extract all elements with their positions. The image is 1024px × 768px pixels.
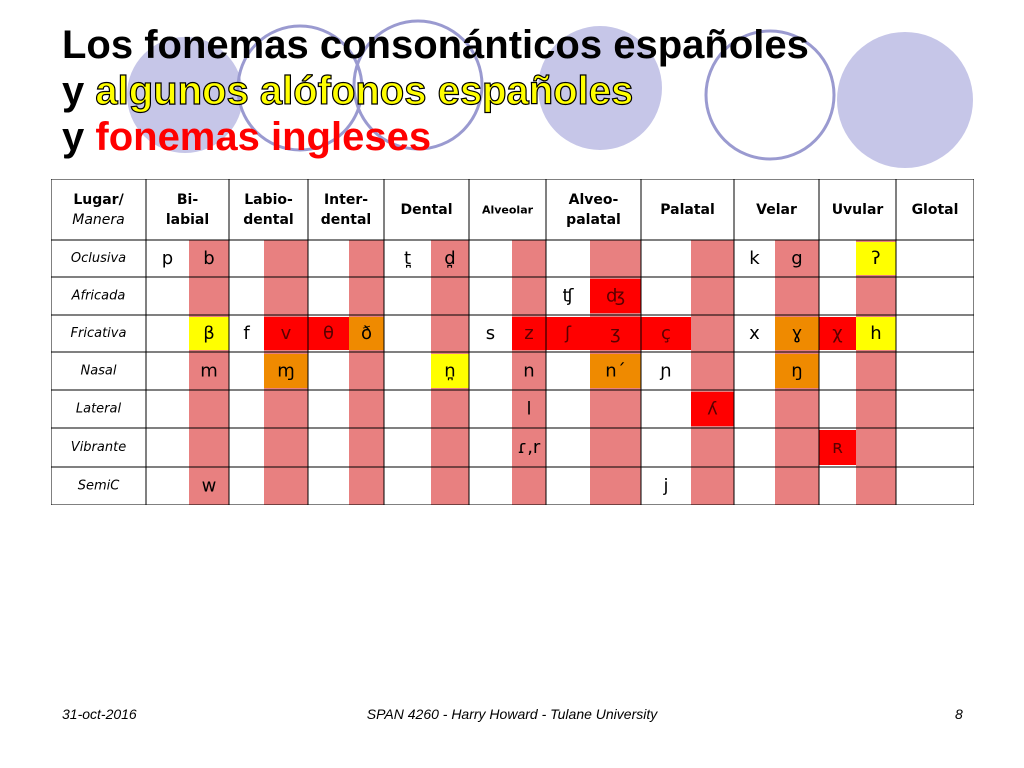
phoneme-0-0: p [162, 248, 173, 269]
cell-bg-2-12 [641, 317, 691, 350]
phoneme-0-6: t̪ [404, 248, 411, 269]
place-header-7-0: Velar [756, 202, 797, 218]
phoneme-2-16: χ [832, 323, 842, 344]
cell-bg-1-11 [590, 279, 641, 313]
cell-bg-2-5 [349, 317, 384, 350]
slide-title: Los fonemas consonánticos españoles y al… [62, 22, 809, 160]
cell-bg-2-10 [546, 317, 590, 350]
cell-bg-2-16 [819, 317, 856, 350]
phoneme-0-7: d̪ [444, 248, 455, 269]
phoneme-5-16: ʀ [832, 437, 843, 458]
corner-label-0: Lugar/ [73, 192, 124, 208]
cell-bg-2-3 [264, 317, 308, 350]
title-line-1: Los fonemas consonánticos españoles [62, 23, 809, 67]
manner-label-6: SemiC [78, 479, 121, 494]
consonant-table: p b t̪ d̪ k g ʔ ʧ ʤ β f v θ ð s z ʃ ʒ ç x ɣ χ h m ɱ n̪ n n´ ɲ ŋ l ʎ ɾ,r ʀ… [51, 179, 974, 505]
phoneme-0-14: k [749, 248, 760, 269]
phoneme-0-17: ʔ [871, 248, 880, 269]
table-gridlines [51, 179, 974, 505]
phoneme-2-14: x [749, 323, 760, 344]
cell-bg-2-15 [775, 317, 819, 350]
phoneme-2-4: θ [323, 323, 334, 344]
place-header-5-0: Alveo- [569, 192, 619, 208]
manner-label-5: Vibrante [71, 440, 126, 455]
phoneme-3-7: n̪ [444, 361, 455, 382]
phoneme-3-9: n [523, 361, 534, 382]
cell-bg-2-9 [512, 317, 546, 350]
phoneme-4-9: l [526, 399, 531, 420]
title-line-3: y fonemas ingleses [62, 114, 809, 160]
manner-label-1: Africada [71, 289, 126, 304]
phoneme-1-11: ʤ [606, 286, 625, 307]
place-header-9-0: Glotal [912, 202, 959, 218]
place-header-0-1: labial [166, 212, 209, 228]
phoneme-4-13: ʎ [707, 399, 718, 420]
manner-label-2: Fricativa [71, 326, 127, 341]
pink-column-0 [189, 240, 229, 505]
cell-bg-3-15 [775, 354, 819, 388]
place-header-0-0: Bi- [177, 192, 198, 208]
cell-bg-0-17 [856, 242, 896, 275]
phoneme-3-12: ɲ [659, 361, 672, 382]
phoneme-2-5: ð [361, 323, 372, 344]
cell-bg-2-1 [189, 317, 229, 350]
footer-date: 31-oct-2016 [62, 706, 137, 722]
phoneme-0-15: g [791, 248, 802, 269]
manner-label-3: Nasal [80, 364, 116, 379]
place-header-2-0: Inter- [324, 192, 368, 208]
title-red: fonemas ingleses [95, 115, 432, 159]
place-header-2-1: dental [321, 212, 371, 228]
phoneme-2-11: ʒ [610, 323, 620, 344]
pink-column-6 [691, 240, 734, 505]
pink-column-4 [512, 240, 546, 505]
phoneme-3-1: m [200, 361, 218, 382]
phoneme-0-1: b [203, 248, 214, 269]
corner-label-1: Manera [72, 212, 124, 228]
pink-column-8 [856, 240, 896, 505]
title-line-2-prefix: y [62, 69, 85, 113]
cell-bg-3-3 [264, 354, 308, 388]
phoneme-2-17: h [870, 323, 881, 344]
place-header-6-0: Palatal [660, 202, 715, 218]
manner-label-4: Lateral [76, 402, 122, 417]
phoneme-1-10: ʧ [563, 286, 575, 307]
phoneme-2-3: v [281, 323, 292, 344]
title-line-3-prefix: y [62, 115, 85, 159]
phoneme-3-3: ɱ [277, 361, 295, 382]
phoneme-2-8: s [486, 323, 495, 344]
place-header-5-1: palatal [566, 212, 621, 228]
phoneme-3-15: ŋ [791, 361, 802, 382]
place-header-4-0: Alveolar [482, 204, 534, 217]
cell-bg-3-11 [590, 354, 641, 388]
place-header-3-0: Dental [400, 202, 452, 218]
pink-column-2 [349, 240, 384, 505]
manner-label-0: Oclusiva [71, 251, 126, 266]
cell-bg-2-4 [308, 317, 349, 350]
footer-course: SPAN 4260 - Harry Howard - Tulane Univer… [366, 706, 658, 722]
footer-page: 8 [955, 706, 963, 722]
phoneme-5-9: ɾ,r [518, 437, 541, 458]
cell-bg-3-7 [431, 354, 469, 388]
cell-bg-5-16 [819, 430, 856, 465]
cell-bg-2-17 [856, 317, 896, 350]
phoneme-2-2: f [243, 323, 250, 344]
phoneme-2-15: ɣ [792, 323, 803, 344]
phoneme-2-1: β [203, 323, 215, 344]
phoneme-6-12: j [662, 476, 668, 497]
place-header-8-0: Uvular [832, 202, 884, 218]
phoneme-3-11: n´ [605, 361, 625, 382]
phoneme-2-9: z [524, 323, 533, 344]
phoneme-2-12: ç [661, 323, 671, 344]
title-highlight: algunos alófonos españoles [95, 68, 634, 113]
title-line-2: y algunos alófonos españoles [62, 68, 809, 114]
cell-bg-4-13 [691, 392, 734, 426]
phoneme-6-1: w [202, 476, 217, 497]
place-header-1-1: dental [243, 212, 293, 228]
phoneme-2-10: ʃ [564, 323, 572, 344]
decorative-circles [127, 19, 973, 168]
place-header-1-0: Labio- [244, 192, 293, 208]
cell-bg-2-11 [590, 317, 641, 350]
